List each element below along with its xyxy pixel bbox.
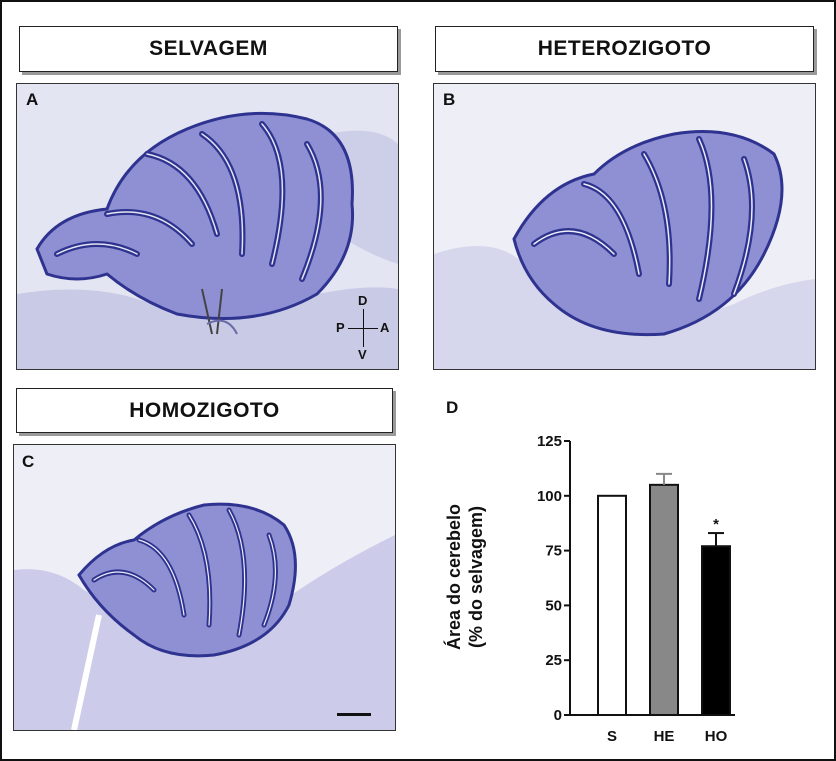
panel-title-heterozigoto: HETEROZIGOTO [435,26,814,72]
bar-chart: Área do cerebelo (% do selvagem) 0 25 50 75… [443,433,735,745]
compass-posterior-label: P [336,320,345,335]
orientation-compass: D V P A [336,293,392,362]
y-tick-label: 75 [545,543,562,560]
compass-horizontal-line [348,328,378,329]
panel-a-image [16,83,399,370]
panel-letter-d: D [446,398,459,417]
y-tick-label: 0 [554,707,562,724]
y-tick-label: 50 [545,597,562,614]
bar-ho [701,545,731,716]
x-tick-label-ho: HO [705,728,728,745]
chart-bars: S HE * HO [597,472,731,745]
panel-title-selvagem: SELVAGEM [19,26,398,72]
compass-dorsal-label: D [358,293,368,308]
bar-s [597,494,627,716]
panel-c-image [13,444,396,731]
y-tick-label: 25 [545,652,562,669]
cerebellum-wildtype-micrograph [17,84,398,369]
x-tick-label-s: S [607,728,617,745]
cerebellum-homozygous-micrograph [14,445,395,730]
x-tick-label-he: HE [654,728,675,745]
chart-axes: 0 25 50 75 100 125 [537,433,735,724]
y-tick-label: 100 [537,488,562,505]
panel-title-homozigoto: HOMOZIGOTO [16,388,393,433]
panel-letter-a: A [26,90,39,109]
compass-ventral-label: V [358,347,367,362]
chart-area: Área do cerebelo (% do selvagem) 0 25 50 75… [430,395,830,755]
cerebellum-heterozygous-micrograph [434,84,815,369]
scale-bar [337,713,371,716]
y-tick-label: 125 [537,433,562,450]
compass-anterior-label: A [380,320,390,335]
y-axis-label-line2: (% do selvagem) [466,506,486,648]
significance-marker: * [713,516,719,533]
panel-b-image [433,83,816,370]
panel-letter-b: B [443,90,456,109]
bar-he [649,483,679,716]
y-axis-label-line1: Área do cerebelo [443,504,464,650]
panel-letter-c: C [22,452,35,471]
